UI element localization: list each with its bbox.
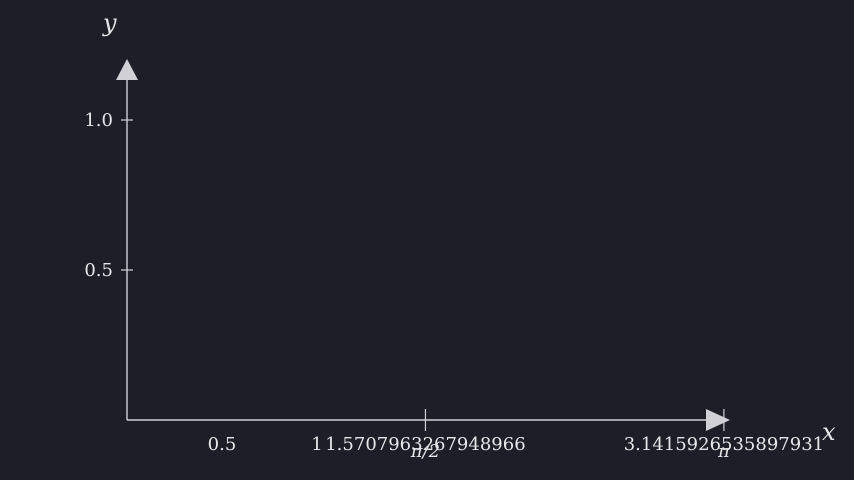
x-axis-arrowhead xyxy=(706,409,730,431)
y-tick-group: 0.5 1.0 xyxy=(84,110,133,281)
x-tick-label: 1 xyxy=(311,434,322,455)
x-tick-label: 1.5707963267948966 xyxy=(325,434,525,455)
x-tick-sublabel: π/2 xyxy=(410,441,440,462)
x-tick-label: 0.5 xyxy=(208,434,237,455)
y-axis-arrowhead xyxy=(116,59,138,80)
x-tick-label: 3.1415926535897931 xyxy=(624,434,824,455)
x-tick-sublabel: π xyxy=(717,441,731,462)
y-axis-label: y xyxy=(102,9,117,37)
x-tick-group: 0.5 1 π/21.5707963267948966 π3.141592653589… xyxy=(208,409,824,462)
y-tick-label: 1.0 xyxy=(84,110,113,131)
y-tick-label: 0.5 xyxy=(84,260,113,281)
x-axis-label: x xyxy=(822,418,836,446)
